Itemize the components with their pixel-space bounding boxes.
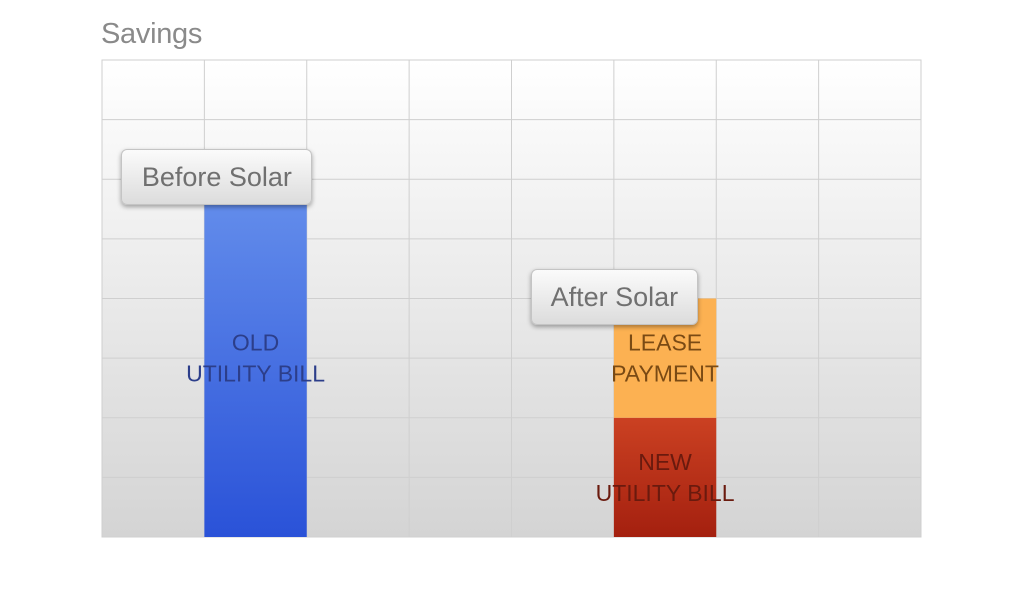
bar-segment bbox=[613, 417, 717, 537]
category-label: Before Solar bbox=[121, 149, 313, 206]
bar-segment-label: OLD UTILITY BILL bbox=[186, 330, 325, 387]
category-label: After Solar bbox=[530, 268, 698, 325]
bar-labels: OLD UTILITY BILL NEW UTILITY BILL LEASE PAYME… bbox=[186, 330, 735, 506]
bar-segment-label: LEASE PAYMENT bbox=[611, 330, 719, 387]
chart-title: Savings bbox=[101, 18, 203, 50]
bars bbox=[204, 179, 717, 537]
bar-segment-label: NEW UTILITY BILL bbox=[596, 449, 735, 506]
bar-segment bbox=[204, 179, 307, 537]
